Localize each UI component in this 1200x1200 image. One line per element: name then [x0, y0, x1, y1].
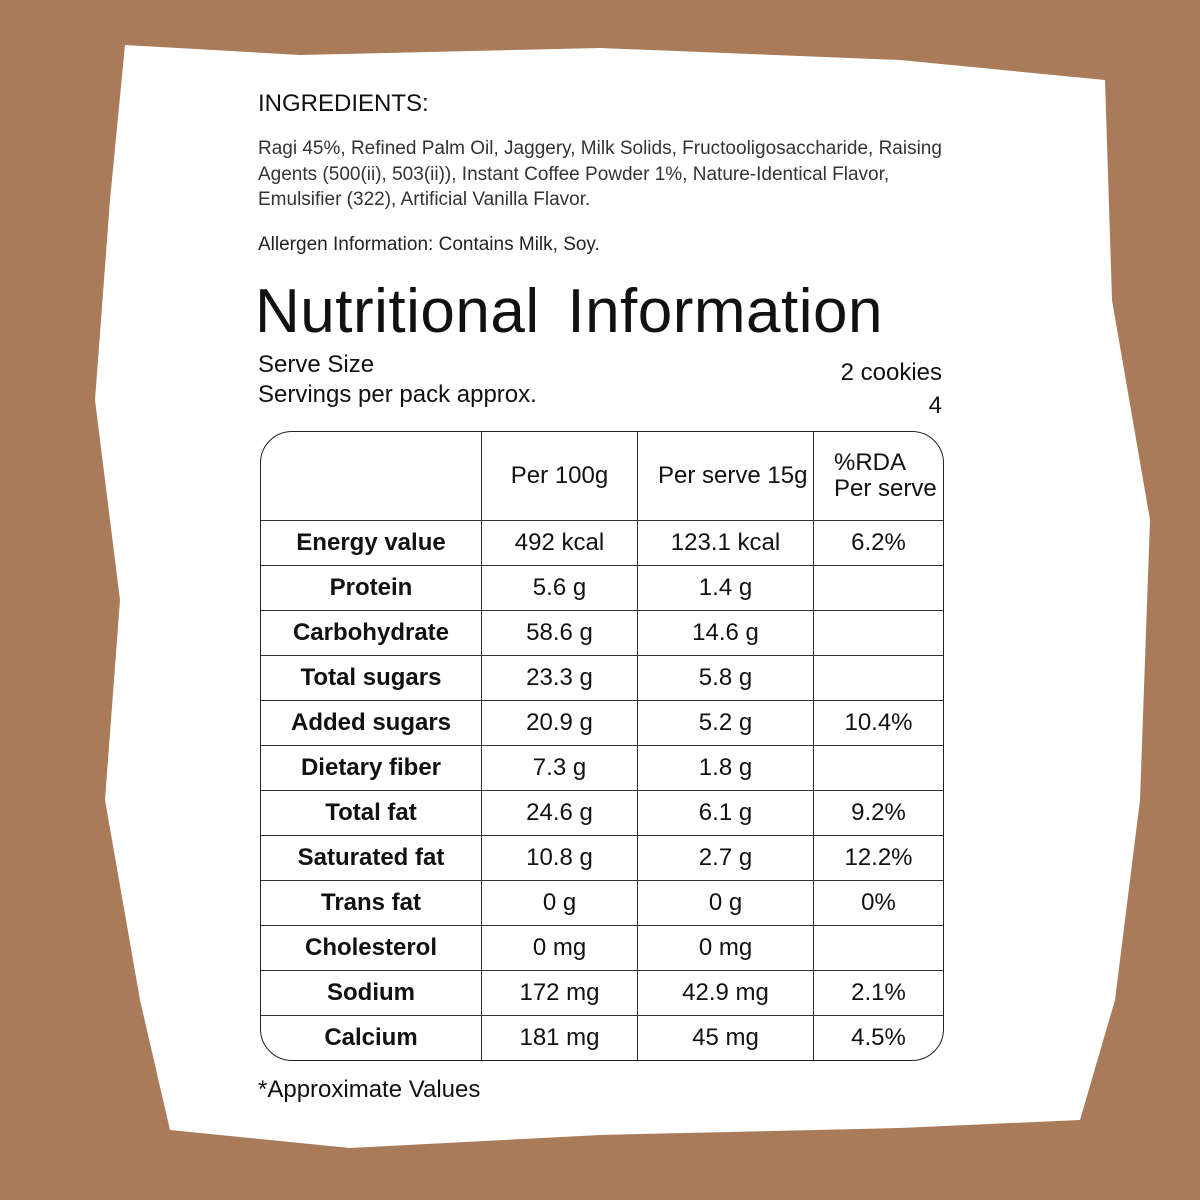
- allergen-info: Allergen Information: Contains Milk, Soy…: [258, 234, 600, 255]
- table-row: Cholesterol 0 mg 0 mg: [261, 926, 943, 971]
- nutrient-name: Added sugars: [261, 701, 482, 746]
- per-serve-value: 123.1 kcal: [638, 521, 814, 566]
- header-per-100g: Per 100g: [482, 432, 638, 521]
- rda-value: 6.2%: [814, 521, 943, 566]
- per-100g-value: 58.6 g: [482, 611, 638, 656]
- per-serve-value: 5.8 g: [638, 656, 814, 701]
- nutrient-name: Protein: [261, 566, 482, 611]
- rda-value: [814, 611, 943, 656]
- rda-value: [814, 656, 943, 701]
- footnote: *Approximate Values: [258, 1076, 481, 1103]
- per-100g-value: 23.3 g: [482, 656, 638, 701]
- per-serve-value: 0 mg: [638, 926, 814, 971]
- per-serve-value: 1.4 g: [638, 566, 814, 611]
- serve-size-value: 2 cookies: [840, 359, 942, 386]
- nutrient-name: Trans fat: [261, 881, 482, 926]
- rda-value: 0%: [814, 881, 943, 926]
- per-100g-value: 20.9 g: [482, 701, 638, 746]
- table-row: Dietary fiber 7.3 g 1.8 g: [261, 746, 943, 791]
- table-row: Added sugars 20.9 g 5.2 g 10.4%: [261, 701, 943, 746]
- table-row: Calcium 181 mg 45 mg 4.5%: [261, 1016, 943, 1060]
- nutrition-title: Nutritional Information: [255, 277, 883, 346]
- nutrient-name: Total fat: [261, 791, 482, 836]
- nutrient-name: Calcium: [261, 1016, 482, 1060]
- per-100g-value: 7.3 g: [482, 746, 638, 791]
- per-serve-value: 1.8 g: [638, 746, 814, 791]
- table-row: Sodium 172 mg 42.9 mg 2.1%: [261, 971, 943, 1016]
- servings-value: 4: [928, 392, 942, 419]
- per-serve-value: 5.2 g: [638, 701, 814, 746]
- nutrient-name: Cholesterol: [261, 926, 482, 971]
- table-row: Saturated fat 10.8 g 2.7 g 12.2%: [261, 836, 943, 881]
- rda-value: 12.2%: [814, 836, 943, 881]
- per-100g-value: 10.8 g: [482, 836, 638, 881]
- per-100g-value: 492 kcal: [482, 521, 638, 566]
- per-100g-value: 0 g: [482, 881, 638, 926]
- nutrient-name: Dietary fiber: [261, 746, 482, 791]
- rda-value: 9.2%: [814, 791, 943, 836]
- table-row: Total sugars 23.3 g 5.8 g: [261, 656, 943, 701]
- nutrition-table: Per 100g Per serve 15g %RDA Per serve En…: [260, 431, 944, 1061]
- per-100g-value: 5.6 g: [482, 566, 638, 611]
- per-100g-value: 24.6 g: [482, 791, 638, 836]
- header-per-serve: Per serve 15g: [638, 432, 814, 521]
- per-serve-value: 6.1 g: [638, 791, 814, 836]
- header-nutrient: [261, 432, 482, 521]
- table-row: Energy value 492 kcal 123.1 kcal 6.2%: [261, 521, 943, 566]
- serving-values: 2 cookies 4: [841, 356, 942, 422]
- nutrient-name: Sodium: [261, 971, 482, 1016]
- per-100g-value: 181 mg: [482, 1016, 638, 1060]
- rda-value: 10.4%: [814, 701, 943, 746]
- rda-value: [814, 926, 943, 971]
- rda-value: [814, 746, 943, 791]
- table-row: Protein 5.6 g 1.4 g: [261, 566, 943, 611]
- rda-value: 4.5%: [851, 1024, 906, 1051]
- per-serve-value: 42.9 mg: [638, 971, 814, 1016]
- rda-value: 2.1%: [814, 971, 943, 1016]
- per-serve-value: 0 g: [638, 881, 814, 926]
- table-header-row: Per 100g Per serve 15g %RDA Per serve: [261, 432, 943, 521]
- servings-label: Servings per pack approx.: [258, 381, 537, 408]
- per-serve-value: 2.7 g: [638, 836, 814, 881]
- nutrient-name: Carbohydrate: [261, 611, 482, 656]
- serving-labels: Serve Size Servings per pack approx.: [258, 350, 537, 410]
- header-rda: %RDA Per serve: [814, 432, 943, 521]
- nutrient-name: Energy value: [261, 521, 482, 566]
- serve-size-label: Serve Size: [258, 351, 375, 378]
- rda-value: [814, 566, 943, 611]
- per-serve-value: 14.6 g: [638, 611, 814, 656]
- ingredients-text: Ragi 45%, Refined Palm Oil, Jaggery, Mil…: [258, 138, 942, 210]
- ingredients-title: INGREDIENTS:: [258, 90, 429, 117]
- per-100g-value: 0 mg: [482, 926, 638, 971]
- per-serve-value: 45 mg: [638, 1016, 814, 1060]
- nutrient-name: Total sugars: [261, 656, 482, 701]
- table-row: Total fat 24.6 g 6.1 g 9.2%: [261, 791, 943, 836]
- nutrient-name: Saturated fat: [261, 836, 482, 881]
- table-row: Carbohydrate 58.6 g 14.6 g: [261, 611, 943, 656]
- per-100g-value: 172 mg: [482, 971, 638, 1016]
